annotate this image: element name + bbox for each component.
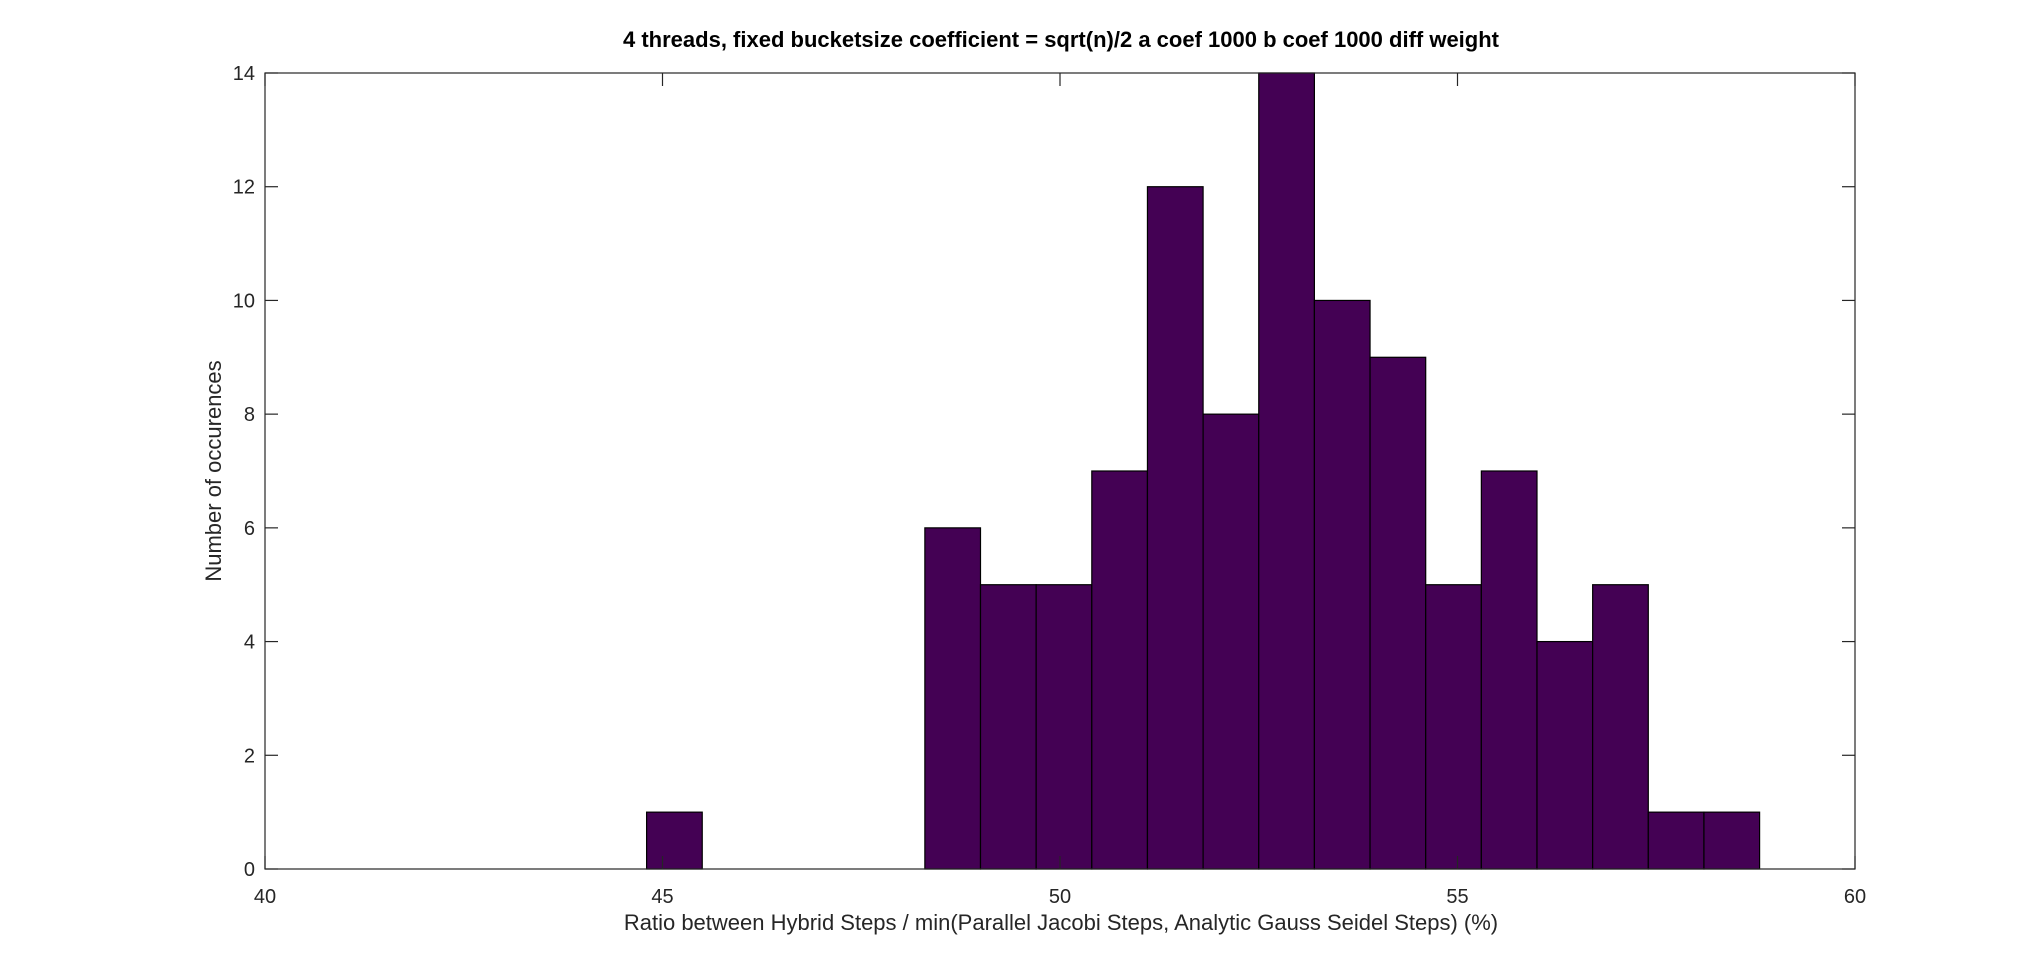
bars-layer bbox=[645, 72, 1761, 870]
histogram-bar bbox=[924, 527, 982, 870]
y-tick-label: 14 bbox=[233, 63, 255, 85]
x-tick-label: 40 bbox=[254, 886, 276, 908]
y-tick-label: 10 bbox=[233, 290, 255, 312]
histogram-bar bbox=[1425, 584, 1482, 870]
y-axis-label: Number of occurences bbox=[201, 360, 226, 581]
y-tick-label: 12 bbox=[233, 177, 255, 199]
histogram-bar bbox=[645, 811, 703, 870]
y-tick-label: 4 bbox=[244, 632, 255, 654]
histogram-bar bbox=[1258, 72, 1316, 870]
x-axis-label: Ratio between Hybrid Steps / min(Paralle… bbox=[624, 910, 1498, 935]
histogram-bar bbox=[1480, 470, 1538, 870]
chart-title: 4 threads, fixed bucketsize coefficient … bbox=[623, 27, 1500, 52]
x-tick-label: 45 bbox=[651, 886, 673, 908]
histogram-bar bbox=[1035, 584, 1093, 870]
histogram-bar bbox=[1313, 299, 1371, 870]
histogram-bar bbox=[1369, 356, 1427, 870]
histogram-bar bbox=[1146, 186, 1204, 870]
y-tick-label: 0 bbox=[244, 859, 255, 881]
histogram-bar bbox=[1536, 640, 1594, 870]
x-tick-label: 60 bbox=[1844, 886, 1866, 908]
histogram-bar bbox=[1202, 413, 1260, 870]
histogram-bar bbox=[1703, 811, 1761, 870]
histogram-bar bbox=[979, 584, 1037, 870]
y-tick-label: 6 bbox=[244, 518, 255, 540]
histogram-bar bbox=[1091, 470, 1149, 870]
histogram-bar bbox=[1592, 584, 1649, 870]
ticks-layer: 40 45 50 55 60 0 2 4 6 8 10 12 14 bbox=[233, 63, 1866, 908]
histogram-bar bbox=[1647, 811, 1705, 870]
x-tick-label: 55 bbox=[1446, 886, 1468, 908]
y-tick-label: 8 bbox=[244, 404, 255, 426]
x-tick-label: 50 bbox=[1049, 886, 1071, 908]
y-tick-label: 2 bbox=[244, 745, 255, 767]
